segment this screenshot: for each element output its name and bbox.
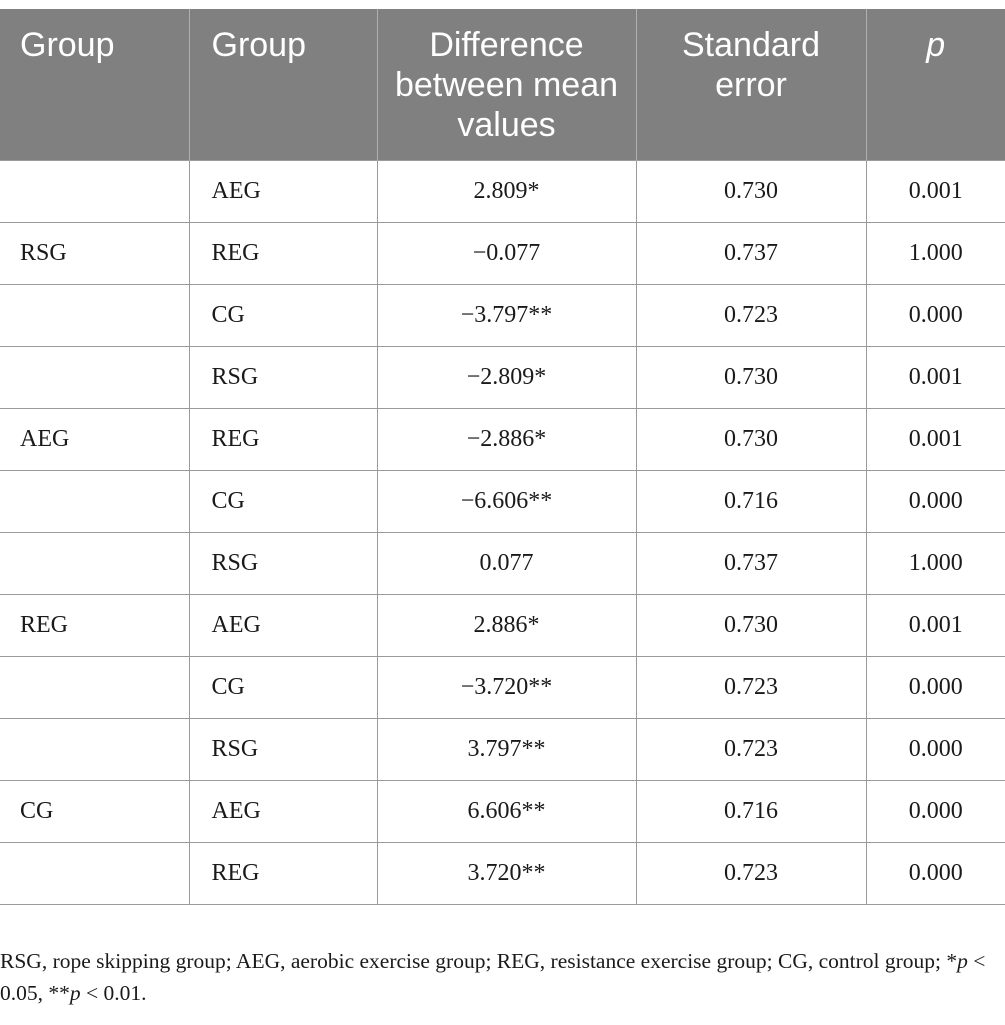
- cell-p-value: 0.001: [865, 159, 1005, 223]
- cell-mean-difference: −6.606**: [376, 469, 637, 533]
- header-group-2: Group: [188, 9, 378, 160]
- cell-group-1: [0, 841, 190, 905]
- header-mean-difference: Difference between mean values: [376, 9, 637, 160]
- cell-mean-difference: −3.797**: [376, 283, 637, 347]
- cell-standard-error: 0.723: [635, 717, 867, 781]
- cell-standard-error: 0.723: [635, 283, 867, 347]
- cell-p-value: 0.000: [865, 283, 1005, 347]
- cell-group-1: [0, 655, 190, 719]
- cell-mean-difference: −3.720**: [376, 655, 637, 719]
- cell-standard-error: 0.730: [635, 593, 867, 657]
- cell-group-2: CG: [188, 283, 378, 347]
- cell-group-1: [0, 531, 190, 595]
- cell-standard-error: 0.737: [635, 531, 867, 595]
- cell-p-value: 0.001: [865, 407, 1005, 471]
- cell-group-2: CG: [188, 469, 378, 533]
- footnote-sig2-rest: < 0.01.: [80, 981, 147, 1005]
- cell-group-1: [0, 345, 190, 409]
- cell-mean-difference: −2.886*: [376, 407, 637, 471]
- cell-mean-difference: −2.809*: [376, 345, 637, 409]
- cell-group-1: CG: [0, 779, 190, 843]
- cell-group-2: AEG: [188, 159, 378, 223]
- cell-standard-error: 0.730: [635, 159, 867, 223]
- cell-standard-error: 0.730: [635, 345, 867, 409]
- cell-group-1: AEG: [0, 407, 190, 471]
- cell-group-1: [0, 717, 190, 781]
- cell-standard-error: 0.723: [635, 655, 867, 719]
- header-row: Group Group Difference between mean valu…: [0, 9, 1005, 160]
- cell-p-value: 0.001: [865, 593, 1005, 657]
- cell-group-2: REG: [188, 841, 378, 905]
- footnote-sig2-p: p: [69, 981, 81, 1005]
- cell-mean-difference: 2.886*: [376, 593, 637, 657]
- header-group-1: Group: [0, 9, 190, 160]
- footnote-sig1-mark: *: [946, 949, 958, 973]
- cell-group-1: [0, 283, 190, 347]
- cell-p-value: 0.000: [865, 841, 1005, 905]
- table-row: CG −3.797** 0.723 0.000: [0, 283, 1005, 347]
- footnote-abbreviations: RSG, rope skipping group; AEG, aerobic e…: [0, 949, 947, 973]
- header-p-value: p: [865, 9, 1005, 160]
- cell-mean-difference: −0.077: [376, 221, 637, 285]
- cell-group-2: REG: [188, 407, 378, 471]
- cell-p-value: 0.000: [865, 655, 1005, 719]
- cell-mean-difference: 6.606**: [376, 779, 637, 843]
- cell-p-value: 0.000: [865, 469, 1005, 533]
- footnote-sig2-mark: **: [48, 981, 70, 1005]
- table-row: AEG 2.809* 0.730 0.001: [0, 159, 1005, 223]
- cell-standard-error: 0.716: [635, 469, 867, 533]
- table-footnote: RSG, rope skipping group; AEG, aerobic e…: [0, 945, 1000, 1009]
- footnote-sig1-rest: < 0.05,: [0, 949, 986, 1005]
- cell-group-2: RSG: [188, 531, 378, 595]
- table-row: REG 3.720** 0.723 0.000: [0, 841, 1005, 905]
- cell-group-2: RSG: [188, 345, 378, 409]
- cell-group-1: RSG: [0, 221, 190, 285]
- cell-mean-difference: 2.809*: [376, 159, 637, 223]
- table-row: RSG 0.077 0.737 1.000: [0, 531, 1005, 595]
- cell-p-value: 1.000: [865, 531, 1005, 595]
- cell-p-value: 0.000: [865, 717, 1005, 781]
- cell-standard-error: 0.737: [635, 221, 867, 285]
- cell-group-2: REG: [188, 221, 378, 285]
- table-row: CG −3.720** 0.723 0.000: [0, 655, 1005, 719]
- table-row: RSG REG −0.077 0.737 1.000: [0, 221, 1005, 285]
- cell-group-1: [0, 159, 190, 223]
- footnote-sig1-p: p: [957, 949, 968, 973]
- table-row: AEG REG −2.886* 0.730 0.001: [0, 407, 1005, 471]
- cell-p-value: 0.000: [865, 779, 1005, 843]
- cell-group-1: REG: [0, 593, 190, 657]
- table-header: Group Group Difference between mean valu…: [0, 9, 1005, 160]
- table-row: RSG 3.797** 0.723 0.000: [0, 717, 1005, 781]
- table-body: AEG 2.809* 0.730 0.001 RSG REG −0.077 0.737 1.00…: [0, 159, 1005, 905]
- cell-group-2: CG: [188, 655, 378, 719]
- table-row: CG AEG 6.606** 0.716 0.000: [0, 779, 1005, 843]
- cell-group-1: [0, 469, 190, 533]
- cell-group-2: AEG: [188, 779, 378, 843]
- comparison-table: Group Group Difference between mean valu…: [0, 9, 1005, 905]
- cell-group-2: AEG: [188, 593, 378, 657]
- table-row: REG AEG 2.886* 0.730 0.001: [0, 593, 1005, 657]
- cell-standard-error: 0.716: [635, 779, 867, 843]
- cell-mean-difference: 3.797**: [376, 717, 637, 781]
- cell-mean-difference: 3.720**: [376, 841, 637, 905]
- table-row: RSG −2.809* 0.730 0.001: [0, 345, 1005, 409]
- cell-standard-error: 0.730: [635, 407, 867, 471]
- header-standard-error: Standard error: [635, 9, 867, 160]
- cell-group-2: RSG: [188, 717, 378, 781]
- cell-p-value: 0.001: [865, 345, 1005, 409]
- cell-p-value: 1.000: [865, 221, 1005, 285]
- cell-standard-error: 0.723: [635, 841, 867, 905]
- cell-mean-difference: 0.077: [376, 531, 637, 595]
- table-row: CG −6.606** 0.716 0.000: [0, 469, 1005, 533]
